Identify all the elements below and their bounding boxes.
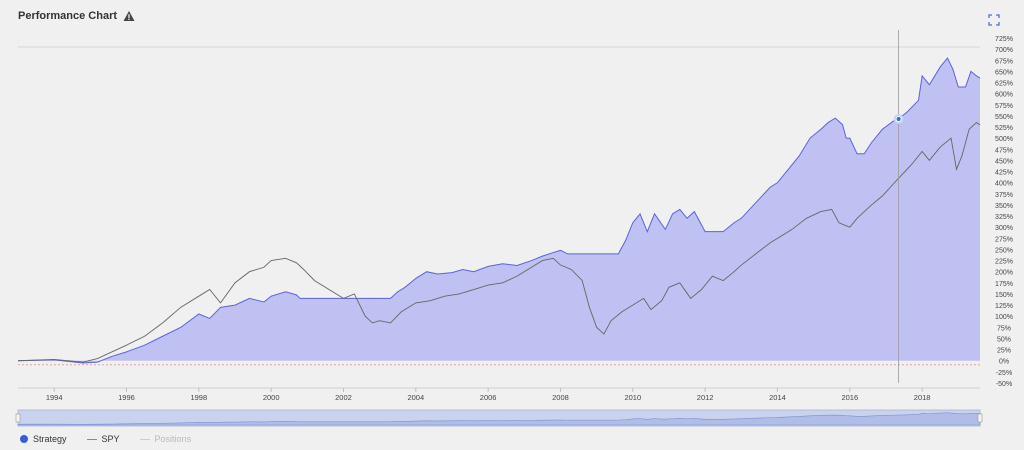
x-axis: 1994 1996 1998 2000 2002 2004 2006 2008 2010 2012…: [18, 387, 980, 402]
x-tick-label: 2000: [263, 393, 280, 402]
x-tick-label: 2002: [335, 393, 352, 402]
x-tick-label: 2012: [697, 393, 714, 402]
y-tick-label: 475%: [995, 147, 1013, 154]
y-tick-label: 25%: [997, 348, 1011, 355]
y-tick-label: 50%: [997, 336, 1011, 343]
x-tick-label: 1994: [46, 393, 63, 402]
y-tick-label: 350%: [995, 203, 1013, 210]
legend: Strategy SPY Positions: [20, 434, 191, 444]
y-tick-label: 125%: [995, 303, 1013, 310]
y-tick-label: 500%: [995, 136, 1013, 143]
y-tick-label: 425%: [995, 170, 1013, 177]
y-tick-label: 225%: [995, 259, 1013, 266]
y-tick-label: 450%: [995, 158, 1013, 165]
strategy-area: [18, 58, 980, 363]
legend-line-icon: [86, 438, 97, 440]
y-tick-label: 700%: [995, 47, 1013, 54]
legend-dot-icon: [20, 435, 28, 443]
y-tick-label: 200%: [995, 270, 1013, 277]
x-tick-label: 2016: [841, 393, 858, 402]
y-tick-label: 175%: [995, 281, 1013, 288]
spy-line: [17, 122, 981, 363]
y-tick-label: 675%: [995, 58, 1013, 65]
y-tick-label: -50%: [996, 381, 1012, 388]
y-tick-label: -25%: [996, 370, 1012, 377]
page-title: Performance Chart: [18, 10, 118, 22]
y-tick-label: 250%: [995, 247, 1013, 254]
x-tick-label: 2004: [407, 393, 424, 402]
y-axis: 725% 700% 675% 650% 625% 600% 575% 550% 525% 500%…: [995, 36, 1013, 388]
legend-label: Strategy: [33, 434, 67, 444]
y-tick-label: 375%: [995, 192, 1013, 199]
y-tick-label: 575%: [995, 103, 1013, 110]
navigator-series: [17, 412, 981, 426]
y-tick-label: 725%: [995, 36, 1013, 43]
legend-item-positions[interactable]: Positions: [139, 434, 192, 444]
y-tick-label: 525%: [995, 125, 1013, 132]
legend-label: SPY: [101, 434, 120, 444]
navigator-right-handle[interactable]: [977, 413, 983, 423]
legend-label: Positions: [154, 434, 192, 444]
chart-header: Performance Chart: [18, 10, 135, 22]
y-tick-label: 150%: [995, 292, 1013, 299]
y-tick-label: 400%: [995, 181, 1013, 188]
x-tick-label: 2018: [914, 393, 931, 402]
y-tick-label: 625%: [995, 81, 1013, 88]
legend-item-strategy[interactable]: Strategy: [20, 434, 67, 444]
x-tick-label: 1998: [190, 393, 207, 402]
y-tick-label: 300%: [995, 225, 1013, 232]
y-tick-label: 275%: [995, 236, 1013, 243]
y-tick-label: 650%: [995, 69, 1013, 76]
y-tick-label: 600%: [995, 92, 1013, 99]
x-tick-label: 2010: [624, 393, 641, 402]
range-navigator: [15, 409, 983, 427]
strategy-line: [17, 57, 981, 364]
y-tick-label: 100%: [995, 314, 1013, 321]
legend-item-spy[interactable]: SPY: [86, 434, 120, 444]
x-tick-label: 2006: [480, 393, 497, 402]
navigator-left-handle[interactable]: [15, 413, 21, 423]
y-tick-label: 550%: [995, 114, 1013, 121]
x-tick-label: 2014: [769, 393, 786, 402]
y-tick-label: 75%: [997, 325, 1011, 332]
x-tick-label: 1996: [118, 393, 135, 402]
plot-area: [17, 30, 981, 383]
x-tick-label: 2008: [552, 393, 569, 402]
hover-marker: [895, 116, 902, 122]
fullscreen-icon[interactable]: [988, 14, 1000, 26]
y-tick-label: 325%: [995, 214, 1013, 221]
warning-triangle-icon[interactable]: [123, 10, 135, 22]
y-tick-label: 0%: [999, 359, 1009, 366]
legend-line-icon: [139, 438, 150, 440]
